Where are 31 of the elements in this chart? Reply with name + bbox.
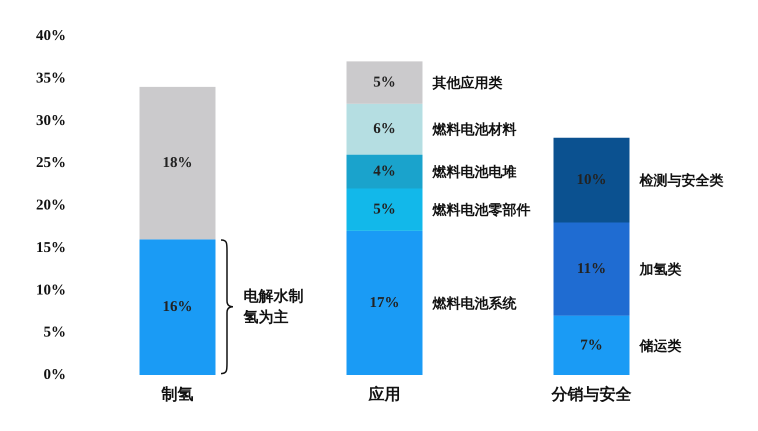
- y-tick-label: 10%: [36, 282, 66, 298]
- series-label: 检测与安全类: [638, 172, 724, 188]
- series-label: 其他应用类: [432, 74, 502, 91]
- data-label: 11%: [576, 261, 606, 278]
- y-tick-label: 15%: [36, 240, 66, 256]
- series-label: 燃料电池材料: [432, 121, 516, 138]
- y-tick-label: 20%: [36, 198, 66, 214]
- data-label: 16%: [162, 299, 192, 316]
- data-label: 5%: [373, 74, 396, 91]
- data-label: 5%: [373, 202, 396, 218]
- series-label: 燃料电池系统: [432, 294, 518, 311]
- annotation: 电解水制氢为主: [242, 288, 304, 326]
- y-tick-label: 30%: [36, 112, 66, 129]
- series-label: 燃料电池零部件: [432, 202, 530, 218]
- data-label: 4%: [373, 164, 396, 180]
- y-tick-label: 0%: [44, 367, 66, 383]
- data-label: 7%: [580, 337, 603, 354]
- series-label: 燃料电池电堆: [432, 164, 516, 180]
- y-tick-label: 40%: [36, 28, 66, 44]
- x-tick-label: 应用: [368, 384, 400, 404]
- y-tick-label: 35%: [36, 70, 66, 86]
- x-tick-label: 制氢: [160, 386, 194, 404]
- series-label: 加氢类: [638, 261, 682, 278]
- data-label: 6%: [373, 121, 396, 138]
- data-label: 17%: [370, 294, 400, 311]
- y-tick-label: 25%: [36, 155, 66, 172]
- data-label: 10%: [576, 172, 606, 188]
- data-label: 18%: [162, 155, 192, 172]
- x-tick-label: 分销与安全: [550, 384, 632, 404]
- series-label: 储运类: [638, 337, 682, 354]
- y-tick-label: 5%: [44, 324, 66, 341]
